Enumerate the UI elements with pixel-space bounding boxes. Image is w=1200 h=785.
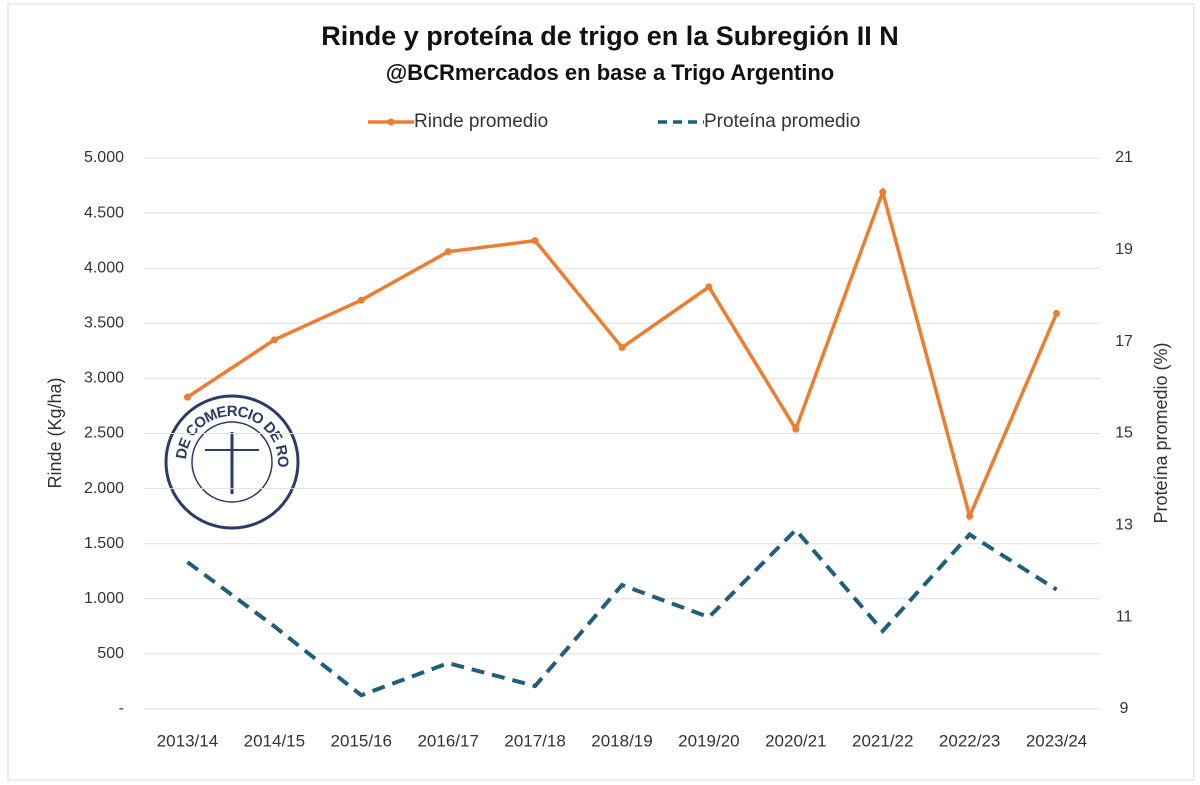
y-tick-label: 5.000 <box>84 149 124 166</box>
point <box>792 425 800 433</box>
x-tick-label: 2023/24 <box>1026 731 1087 750</box>
y-tick-label: - <box>119 700 124 717</box>
x-tick-label: 2013/14 <box>157 731 218 750</box>
y-tick-label: 4.000 <box>84 259 124 276</box>
chart-subtitle: @BCRmercados en base a Trigo Argentino <box>386 60 835 85</box>
y-tick-label: 2.500 <box>84 425 124 442</box>
chart-title: Rinde y proteína de trigo en la Subregió… <box>321 21 899 51</box>
y-axis-label: Rinde (Kg/ha) <box>45 377 65 488</box>
x-tick-label: 2020/21 <box>765 731 826 750</box>
y2-tick-label: 13 <box>1115 517 1133 534</box>
y-tick-label: 2.000 <box>84 480 124 497</box>
legend-label: Rinde promedio <box>414 111 548 132</box>
x-tick-label: 2021/22 <box>852 731 913 750</box>
y2-tick-label: 21 <box>1115 149 1133 166</box>
y2-axis-label: Proteína promedio (%) <box>1151 342 1171 523</box>
point <box>966 512 974 520</box>
x-tick-label: 2019/20 <box>678 731 739 750</box>
y2-tick-label: 19 <box>1115 241 1133 258</box>
y-tick-label: 3.000 <box>84 370 124 387</box>
y2-tick-label: 15 <box>1115 425 1133 442</box>
chart-border <box>7 3 1195 781</box>
x-tick-label: 2016/17 <box>417 731 478 750</box>
point <box>444 248 452 256</box>
y2-tick-label: 9 <box>1120 700 1129 717</box>
point <box>183 393 191 401</box>
point <box>531 237 539 245</box>
y-tick-label: 1.000 <box>84 590 124 607</box>
y2-tick-label: 11 <box>1116 608 1133 625</box>
point <box>1053 309 1061 317</box>
y-tick-label: 4.500 <box>84 204 124 221</box>
x-tick-label: 2022/23 <box>939 731 1000 750</box>
x-tick-label: 2015/16 <box>331 731 392 750</box>
legend-marker <box>387 118 395 126</box>
point <box>618 344 626 352</box>
y-tick-label: 1.500 <box>84 535 124 552</box>
point <box>357 296 365 304</box>
point <box>879 188 887 196</box>
series-line <box>186 526 1058 698</box>
x-tick-label: 2017/18 <box>504 731 565 750</box>
logo-inner <box>191 421 273 503</box>
point <box>705 283 713 291</box>
x-tick-label: 2018/19 <box>591 731 652 750</box>
y-tick-label: 3.500 <box>84 315 124 332</box>
legend-label: Proteína promedio <box>704 111 860 132</box>
point <box>270 336 278 344</box>
y-tick-label: 500 <box>97 645 124 662</box>
y2-tick-label: 17 <box>1115 333 1133 350</box>
x-tick-label: 2014/15 <box>244 731 305 750</box>
